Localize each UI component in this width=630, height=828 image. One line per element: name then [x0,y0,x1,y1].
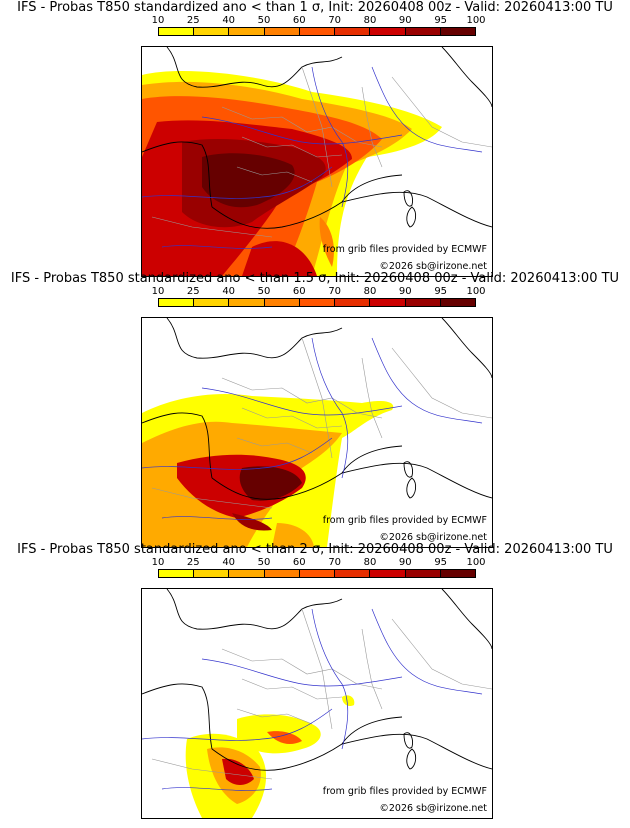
coastlines [142,318,492,500]
borders [151,66,492,238]
colorbar-tick: 70 [328,15,342,26]
colorbar-tick: 70 [328,557,342,568]
colorbar-swatch [335,28,371,35]
colorbar-swatch [159,28,195,35]
map-frame: from grib files provided by ECMWF ©2026 … [141,46,493,277]
colorbar-tick: 40 [222,286,236,297]
colorbar-swatch [194,28,230,35]
panel-3: IFS - Probas T850 standardized ano < tha… [0,542,630,819]
panel-1: IFS - Probas T850 standardized ano < tha… [0,0,630,277]
colorbar-tick: 90 [398,557,412,568]
colorbar-tick: 25 [186,15,200,26]
colorbar-tick: 80 [363,15,377,26]
source-credit: from grib files provided by ECMWF [322,786,487,797]
panel-title: IFS - Probas T850 standardized ano < tha… [17,0,613,15]
colorbar-swatch [405,28,441,35]
colorbar-swatch [370,28,406,35]
colorbar-tick: 60 [292,557,306,568]
colorbar-swatch [264,299,300,306]
colorbar-tick: 60 [292,15,306,26]
colorbar-swatch [405,299,441,306]
colorbar-swatch [159,299,195,306]
colorbar-tick: 95 [434,557,448,568]
colorbar-swatch [299,28,336,35]
colorbar-swatch [299,299,336,306]
colorbar-tick: 100 [466,15,486,26]
colorbar-tick: 40 [222,557,236,568]
copyright-credit: ©2026 sb@irizone.net [379,803,487,814]
colorbar-tick: 10 [151,15,165,26]
map-frame: from grib files provided by ECMWF ©2026 … [141,588,493,819]
colorbar-tick: 100 [466,286,486,297]
colorbar-tick: 95 [434,286,448,297]
colorbar-labels: 10 25 40 50 60 70 80 90 95 100 [152,15,486,27]
colorbar-tick: 95 [434,15,448,26]
colorbar-swatch [440,570,475,577]
colorbar-swatch [335,299,371,306]
colorbar-swatch [264,28,300,35]
colorbar-swatch [194,570,230,577]
source-credit: from grib files provided by ECMWF [322,244,487,255]
colorbar-tick: 50 [257,15,271,26]
rivers [142,66,483,249]
colorbar [158,569,476,578]
map-canvas [142,47,492,276]
colorbar-labels: 10 25 40 50 60 70 80 90 95 100 [152,557,486,569]
map-canvas [142,589,492,818]
map-canvas [142,318,492,547]
colorbar-swatch [440,28,475,35]
colorbar-tick: 80 [363,557,377,568]
probability-field [142,393,394,547]
rivers [142,337,483,520]
colorbar-tick: 60 [292,286,306,297]
colorbar-swatch [159,570,195,577]
colorbar-swatch [229,299,265,306]
colorbar-tick: 25 [186,557,200,568]
colorbar-tick: 100 [466,557,486,568]
colorbar-tick: 10 [151,557,165,568]
colorbar-swatch [264,570,300,577]
colorbar-tick: 70 [328,286,342,297]
colorbar-swatch [229,570,265,577]
colorbar-tick: 80 [363,286,377,297]
colorbar-tick: 50 [257,557,271,568]
colorbar-swatch [194,299,230,306]
panel-title: IFS - Probas T850 standardized ano < tha… [10,271,620,286]
colorbar-swatch [440,299,475,306]
source-credit: from grib files provided by ECMWF [322,515,487,526]
colorbar [158,298,476,307]
panel-2: IFS - Probas T850 standardized ano < tha… [0,271,630,548]
colorbar-swatch [299,570,336,577]
coastlines [142,589,492,771]
probability-field [185,695,355,818]
colorbar-tick: 25 [186,286,200,297]
copyright-credit: ©2026 sb@irizone.net [379,532,487,543]
borders [151,608,492,780]
colorbar [158,27,476,36]
coastlines [142,47,492,229]
copyright-credit: ©2026 sb@irizone.net [379,261,487,272]
colorbar-swatch [405,570,441,577]
colorbar-labels: 10 25 40 50 60 70 80 90 95 100 [152,286,486,298]
rivers [142,608,483,791]
map-frame: from grib files provided by ECMWF ©2026 … [141,317,493,548]
colorbar-swatch [335,570,371,577]
colorbar-tick: 90 [398,15,412,26]
colorbar-swatch [370,570,406,577]
colorbar-swatch [229,28,265,35]
colorbar-tick: 50 [257,286,271,297]
colorbar-tick: 90 [398,286,412,297]
colorbar-tick: 40 [222,15,236,26]
colorbar-tick: 10 [151,286,165,297]
colorbar-swatch [370,299,406,306]
panel-title: IFS - Probas T850 standardized ano < tha… [17,542,613,557]
